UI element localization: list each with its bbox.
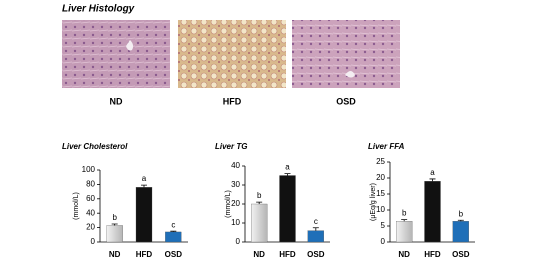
bar [165,231,182,243]
annotation: b [257,191,262,200]
annotation: c [171,220,175,229]
bar [424,181,441,243]
error-bar [111,223,118,226]
y-tick-label: 5 [381,221,386,230]
histology-image [62,20,170,88]
y-tick-label: 80 [86,180,95,189]
error-bar [170,230,177,232]
y-axis-label: (μEq/g liver) [370,183,377,221]
x-tick-label: OSD [307,250,325,259]
x-tick-label: OSD [452,250,470,259]
y-tick-label: 60 [86,194,95,203]
bar [279,175,296,243]
x-tick-label: HFD [279,250,296,259]
annotation: a [285,163,290,172]
bar [452,221,469,243]
error-bar [401,219,408,222]
chart-title: Liver Cholesterol [62,142,128,151]
annotation: a [142,174,147,183]
y-tick-label: 40 [231,161,240,170]
y-tick-label: 100 [82,165,96,174]
annotation: a [430,168,435,177]
bar [106,225,123,243]
x-tick-label: OSD [165,250,183,259]
error-bar [284,173,291,176]
y-tick-label: 0 [236,237,241,246]
y-tick-label: 40 [86,208,95,217]
chart-title: Liver TG [215,142,247,151]
histology-label: ND [110,96,123,106]
annotation: b [112,213,117,222]
annotation: b [402,209,407,218]
vessel [126,40,134,51]
bar [396,221,413,243]
annotation: c [314,217,318,226]
error-bar [429,178,436,182]
histology-label: OSD [336,96,356,106]
histology-image [178,20,286,88]
y-axis-label: (mmol/L) [73,192,80,220]
error-bar [457,219,464,222]
x-tick-label: HFD [424,250,441,259]
y-tick-label: 0 [381,237,386,246]
vessel [345,71,355,78]
chart-title: Liver FFA [368,142,405,151]
histology-title: Liver Histology [62,4,135,15]
y-tick-label: 30 [231,180,240,189]
bar [251,203,268,243]
error-bar [256,201,263,204]
y-tick-label: 20 [231,199,240,208]
y-tick-label: 10 [231,218,240,227]
error-bar [141,184,147,188]
histology-image [292,20,400,88]
bar [135,187,153,243]
y-tick-label: 25 [376,157,385,166]
bar [307,230,324,243]
y-tick-label: 20 [376,173,385,182]
y-tick-label: 10 [376,205,385,214]
error-bar [312,227,319,231]
y-tick-label: 20 [86,223,95,232]
annotation: b [459,209,464,218]
y-tick-label: 0 [91,237,96,246]
x-tick-label: ND [253,250,265,259]
x-tick-label: ND [398,250,410,259]
histology-label: HFD [223,96,242,106]
y-tick-label: 15 [376,189,385,198]
x-tick-label: ND [109,250,121,259]
x-tick-label: HFD [136,250,153,259]
y-axis-label: (mmol/L) [225,190,232,218]
